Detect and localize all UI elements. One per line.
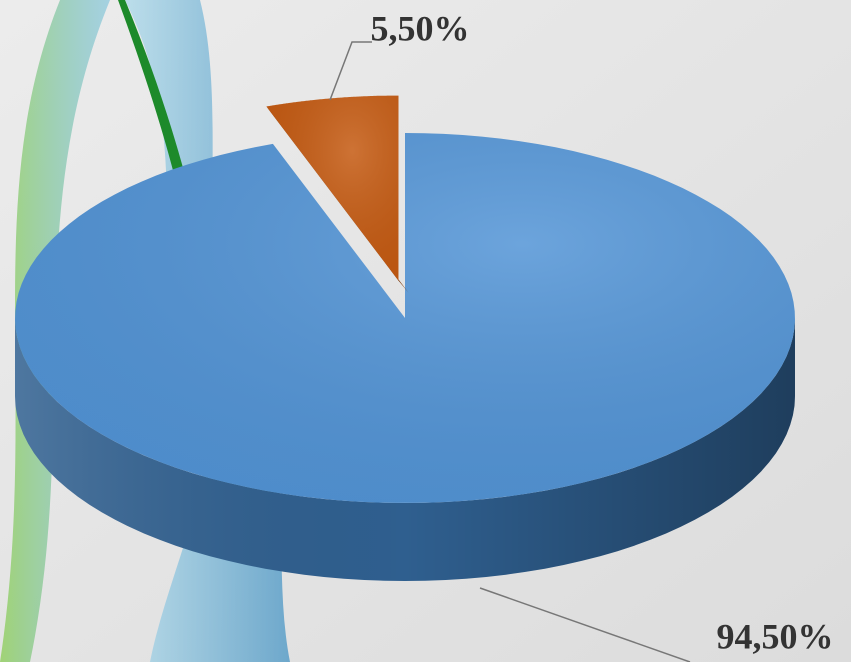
leader-line <box>479 587 691 662</box>
slice-side-shade <box>15 318 795 581</box>
data-label: 5,50% <box>371 8 470 48</box>
slice-shade <box>15 133 795 503</box>
ribbon <box>118 0 185 178</box>
data-label: 94,50% <box>717 616 834 656</box>
ribbon <box>0 0 110 662</box>
slice-shade <box>266 95 399 281</box>
leader-line <box>329 41 372 101</box>
pie <box>15 95 795 581</box>
